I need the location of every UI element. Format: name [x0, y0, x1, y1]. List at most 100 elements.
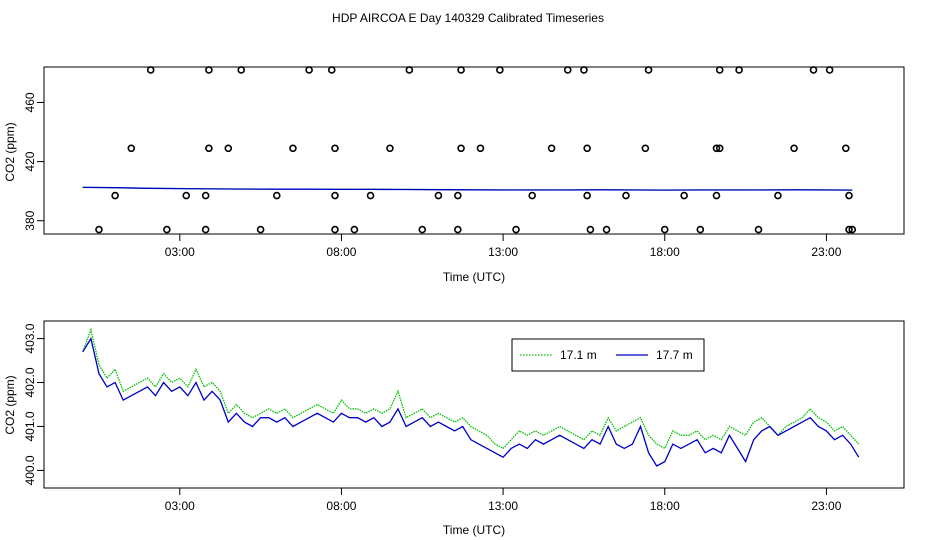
outlier-point	[457, 144, 465, 153]
outlier-point	[127, 144, 136, 153]
outlier-point	[454, 191, 462, 200]
figure-title: HDP AIRCOA E Day 140329 Calibrated Times…	[332, 11, 604, 25]
series-line-17-1m	[82, 327, 860, 450]
outlier-point	[848, 225, 857, 234]
outlier-point	[845, 191, 853, 200]
top-plot-frame	[43, 66, 905, 235]
outlier-point	[712, 191, 721, 200]
outlier-point	[622, 191, 630, 200]
outlier-point	[163, 225, 171, 234]
outlier-point	[774, 191, 782, 200]
top-y-axis-label: CO2 (ppm)	[3, 122, 17, 181]
series-line-17-7m	[82, 336, 860, 467]
outlier-point	[289, 144, 297, 153]
outlier-point	[201, 225, 210, 234]
outlier-point	[418, 225, 427, 234]
top-x-axis: 03:00 08:00 13:00 18:00 23:00	[165, 234, 842, 259]
x-tick-label: 08:00	[326, 499, 356, 513]
outlier-point	[405, 66, 414, 74]
outlier-point	[754, 225, 763, 234]
top-x-axis-label: Time (UTC)	[443, 270, 505, 284]
x-tick-label: 03:00	[165, 245, 195, 259]
outlier-point	[602, 225, 611, 234]
outlier-point	[583, 144, 591, 153]
x-tick-label: 03:00	[165, 499, 195, 513]
series-line-17-7m	[82, 186, 853, 191]
x-tick-label: 18:00	[650, 499, 680, 513]
outlier-point	[563, 66, 572, 74]
legend-label-17-1m: 17.1 m	[560, 348, 597, 362]
outlier-point	[224, 144, 233, 153]
outlier-point	[272, 191, 281, 200]
outlier-point	[331, 191, 339, 200]
top-outlier-points	[95, 66, 857, 234]
y-tick-label: 401.0	[23, 411, 37, 441]
outlier-point	[547, 144, 556, 153]
bottom-y-axis: 400.0 401.0 402.0 403.0	[23, 323, 44, 485]
outlier-point	[305, 66, 313, 74]
bottom-x-axis: 03:00 08:00 13:00 18:00 23:00	[165, 488, 842, 513]
outlier-point	[146, 66, 155, 74]
outlier-point	[237, 66, 246, 74]
outlier-point	[454, 225, 462, 234]
outlier-point	[476, 144, 485, 153]
outlier-point	[528, 191, 536, 200]
outlier-point	[825, 66, 834, 74]
outlier-point	[95, 225, 103, 234]
outlier-point	[366, 191, 375, 200]
outlier-point	[205, 66, 213, 74]
outlier-point	[331, 225, 339, 234]
outlier-point	[712, 144, 721, 153]
outlier-point	[735, 66, 743, 74]
bottom-x-axis-label: Time (UTC)	[443, 523, 505, 537]
outlier-point	[256, 225, 265, 234]
outlier-point	[845, 225, 853, 234]
top-series-lines	[82, 186, 853, 191]
outlier-point	[680, 191, 688, 200]
outlier-point	[715, 66, 724, 74]
x-tick-label: 18:00	[650, 245, 680, 259]
y-tick-label: 380	[23, 210, 37, 230]
outlier-point	[790, 144, 798, 153]
outlier-point	[350, 225, 359, 234]
outlier-point	[842, 144, 850, 153]
outlier-point	[586, 225, 595, 234]
x-tick-label: 23:00	[811, 245, 841, 259]
outlier-panel: 03:00 08:00 13:00 18:00 23:00 380 420 460 Time…	[3, 66, 905, 284]
outlier-point	[583, 191, 591, 200]
bottom-plot-frame	[43, 320, 905, 489]
outlier-point	[580, 66, 588, 74]
legend-label-17-7m: 17.7 m	[656, 348, 693, 362]
timeseries-panel: 03:00 08:00 13:00 18:00 23:00 400.0 401.0 402.…	[3, 320, 905, 537]
x-tick-label: 08:00	[326, 245, 356, 259]
outlier-point	[386, 144, 394, 153]
x-tick-label: 13:00	[488, 499, 518, 513]
y-tick-label: 403.0	[23, 323, 37, 353]
top-y-axis: 380 420 460	[23, 92, 44, 231]
outlier-point	[434, 191, 443, 200]
x-tick-label: 23:00	[811, 499, 841, 513]
outlier-point	[201, 191, 210, 200]
outlier-point	[111, 191, 119, 200]
y-tick-label: 420	[23, 151, 37, 171]
outlier-point	[182, 191, 191, 200]
outlier-point	[327, 66, 336, 74]
outlier-point	[331, 144, 339, 153]
y-tick-label: 460	[23, 92, 37, 112]
bottom-y-axis-label: CO2 (ppm)	[3, 375, 17, 434]
x-tick-label: 13:00	[488, 245, 518, 259]
outlier-point	[496, 66, 504, 74]
bottom-series-lines	[82, 327, 860, 467]
y-tick-label: 402.0	[23, 367, 37, 397]
outlier-point	[205, 144, 213, 153]
outlier-point	[715, 144, 724, 153]
outlier-point	[641, 144, 650, 153]
outlier-point	[809, 66, 818, 74]
y-tick-label: 400.0	[23, 455, 37, 485]
outlier-point	[457, 66, 465, 74]
outlier-point	[644, 66, 653, 74]
outlier-point	[512, 225, 520, 234]
outlier-point	[696, 225, 705, 234]
outlier-point	[660, 225, 669, 234]
